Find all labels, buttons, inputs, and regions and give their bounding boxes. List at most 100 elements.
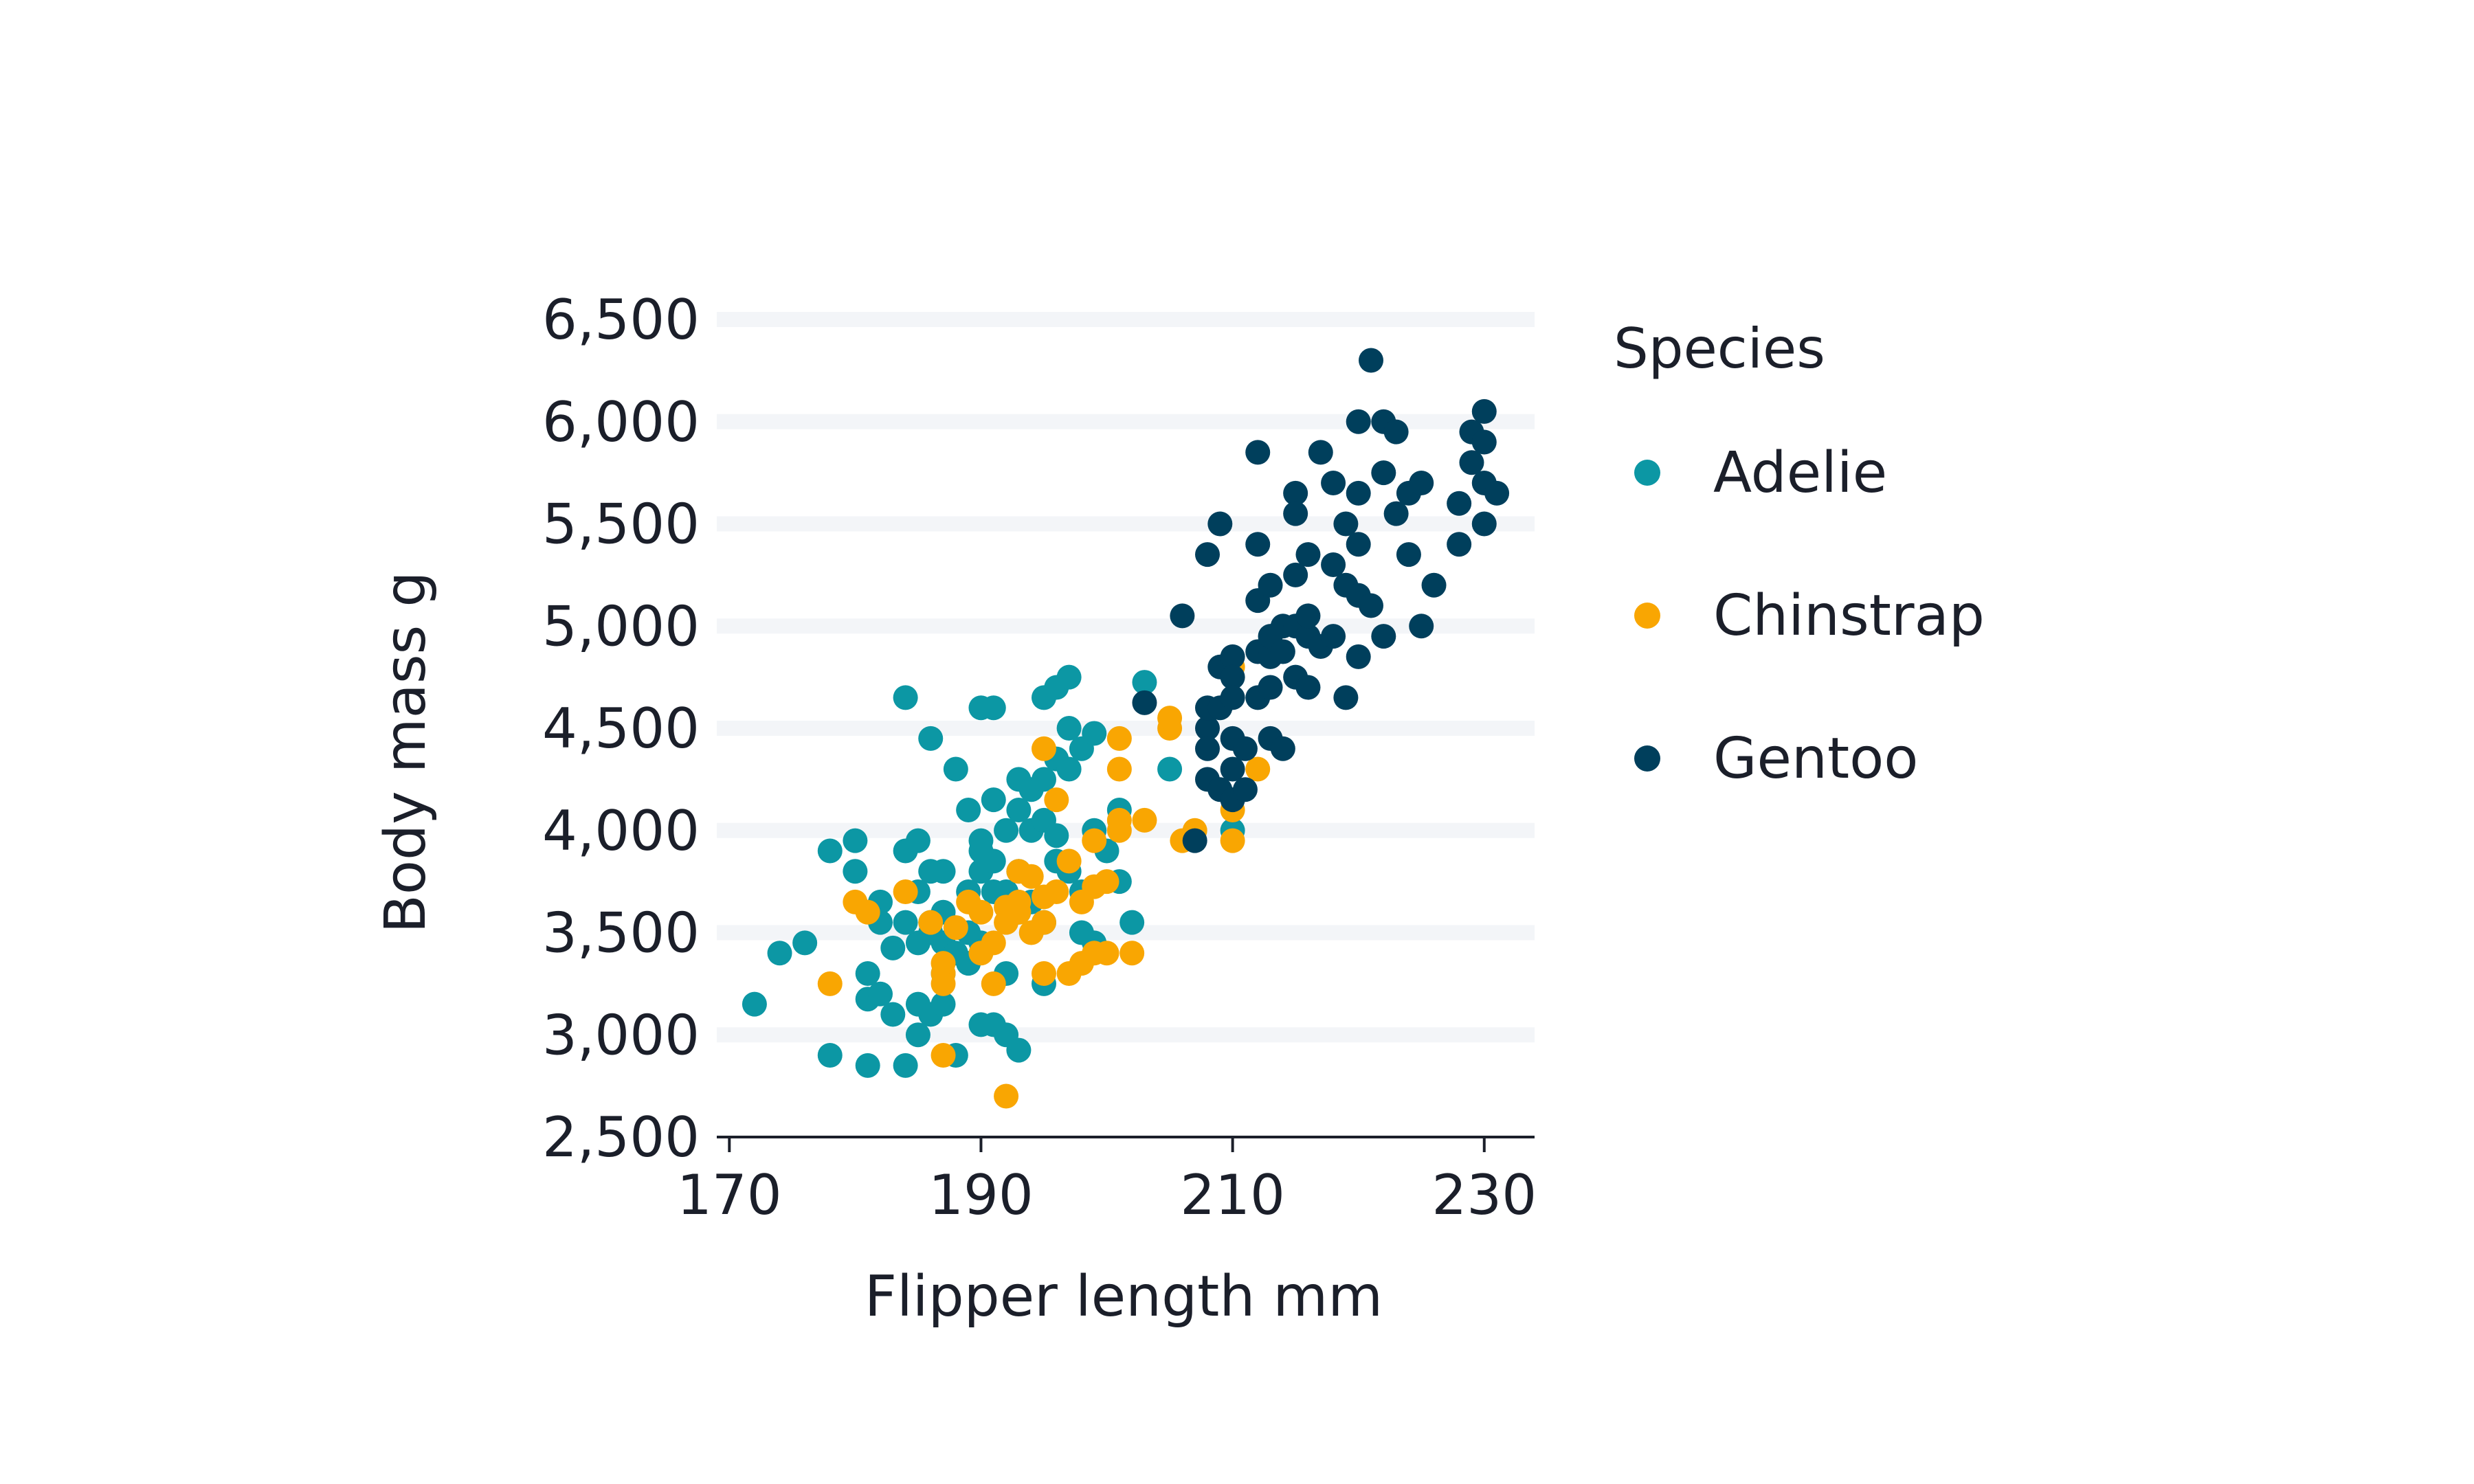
point-chinstrap [930,971,956,996]
point-gentoo [1484,480,1510,506]
point-adelie [994,818,1019,843]
point-gentoo [1220,685,1245,710]
legend-marker-gentoo [1634,745,1660,772]
x-axis-ticks: 170 190 210 230 [677,1137,1537,1227]
point-adelie [742,991,767,1017]
point-adelie [981,787,1006,813]
point-gentoo [1346,409,1371,434]
point-adelie [1032,767,1056,792]
point-chinstrap [1132,807,1157,833]
point-gentoo [1346,644,1371,669]
point-chinstrap [943,915,968,941]
point-adelie [792,930,818,956]
x-tick-label: 170 [677,1163,782,1227]
point-adelie [880,1002,906,1027]
point-gentoo [1346,532,1371,557]
legend: Species Adelie Chinstrap Gentoo [1614,317,1985,791]
gridline-y-6500 [717,312,1535,327]
point-chinstrap [1018,864,1044,889]
point-gentoo [1471,511,1497,537]
x-tick-label: 230 [1431,1163,1537,1227]
point-gentoo [1283,480,1308,506]
y-axis-title: Body mass g [373,572,438,934]
y-tick-label: 4,000 [542,799,700,863]
point-chinstrap [1056,848,1082,874]
legend-label-adelie: Adelie [1713,440,1887,506]
point-adelie [943,756,968,782]
point-adelie [1132,670,1157,695]
data-points [742,348,1510,1109]
point-adelie [855,961,880,986]
point-gentoo [1195,716,1220,741]
y-tick-label: 5,000 [542,594,700,658]
gridline-y-5500 [717,516,1535,532]
point-gentoo [1421,572,1447,598]
point-chinstrap [893,879,918,904]
point-adelie [1119,910,1145,935]
point-gentoo [1459,450,1484,475]
point-gentoo [1321,552,1346,577]
point-chinstrap [1119,941,1145,966]
point-adelie [1157,756,1183,782]
point-gentoo [1245,440,1271,465]
x-axis-title: Flipper length mm [865,1264,1383,1329]
point-adelie [1006,798,1032,822]
point-chinstrap [1082,828,1107,853]
point-gentoo [1359,348,1383,373]
legend-label-chinstrap: Chinstrap [1713,583,1985,649]
point-chinstrap [930,951,956,976]
point-chinstrap [1044,787,1069,813]
point-chinstrap [994,1083,1019,1109]
point-gentoo [1383,419,1409,445]
point-gentoo [1383,501,1409,526]
point-gentoo [1207,511,1233,537]
point-gentoo [1170,603,1195,629]
point-gentoo [1258,675,1283,700]
point-chinstrap [1032,736,1056,761]
y-tick-label: 2,500 [542,1105,700,1169]
point-gentoo [1132,690,1157,715]
point-adelie [930,991,956,1017]
legend-marker-adelie [1634,460,1660,486]
point-gentoo [1220,644,1245,669]
point-adelie [893,1053,918,1078]
point-gentoo [1270,639,1295,664]
point-gentoo [1471,429,1497,455]
legend-title: Species [1614,317,1825,381]
point-adelie [893,685,918,710]
point-gentoo [1409,471,1434,495]
legend-label-gentoo: Gentoo [1713,726,1918,791]
point-adelie [905,1022,930,1048]
point-gentoo [1295,603,1321,629]
point-chinstrap [1157,706,1183,731]
point-gentoo [1245,532,1271,557]
point-chinstrap [1032,961,1056,986]
point-gentoo [1321,471,1346,495]
point-gentoo [1346,480,1371,506]
point-gentoo [1283,501,1308,526]
point-gentoo [1308,440,1333,465]
point-chinstrap [855,899,880,925]
point-adelie [817,1043,843,1068]
point-adelie [1056,756,1082,782]
y-tick-label: 3,500 [542,901,700,965]
point-gentoo [1195,736,1220,761]
y-tick-label: 5,500 [542,493,700,556]
point-gentoo [1359,593,1383,618]
point-adelie [855,1053,880,1078]
point-adelie [817,838,843,864]
point-gentoo [1182,828,1207,853]
point-adelie [893,910,918,935]
point-adelie [930,859,956,884]
x-tick-label: 210 [1180,1163,1285,1227]
point-gentoo [1447,532,1472,557]
point-chinstrap [1220,828,1245,853]
point-chinstrap [1245,756,1271,782]
point-gentoo [1409,614,1434,639]
point-adelie [1082,721,1107,746]
point-gentoo [1295,542,1321,567]
point-gentoo [1232,777,1258,802]
y-tick-label: 3,000 [542,1003,700,1067]
gridline-y-3000 [717,1027,1535,1043]
point-gentoo [1195,542,1220,567]
